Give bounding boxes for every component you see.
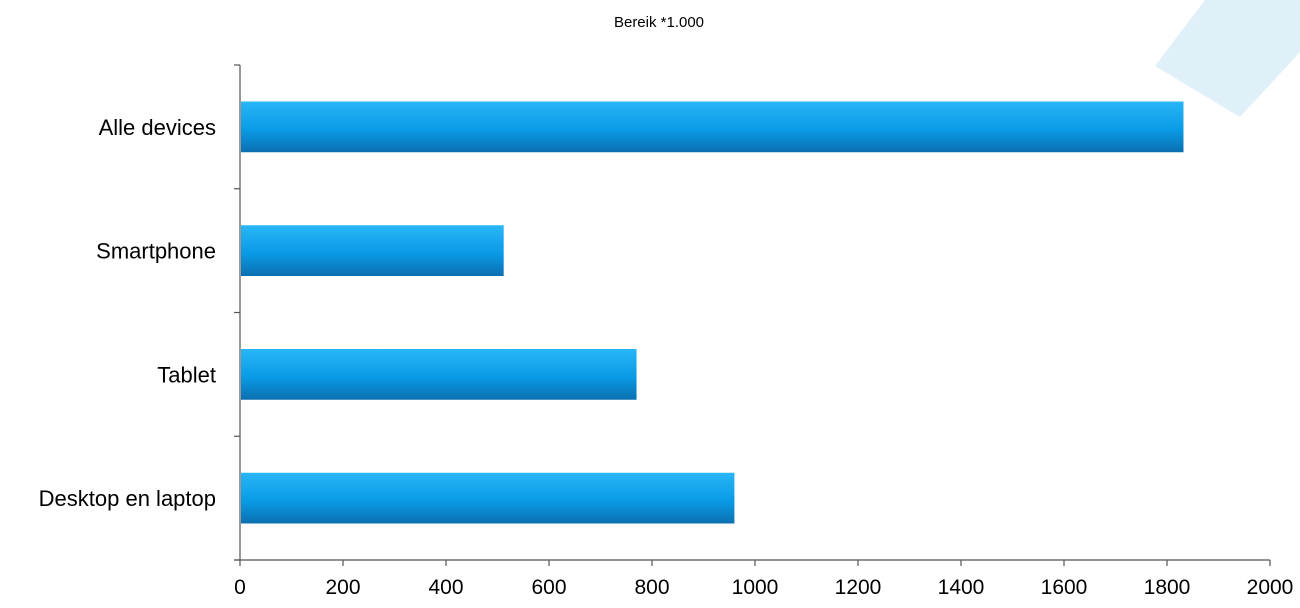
- x-tick-label: 800: [634, 576, 669, 599]
- x-tick-label: 1200: [835, 576, 882, 599]
- category-label: Smartphone: [96, 239, 216, 264]
- bar-desktop-en-laptop: [241, 472, 735, 524]
- bar-smartphone: [241, 225, 504, 276]
- category-label: Tablet: [157, 362, 216, 387]
- bar-alle-devices: [241, 101, 1184, 153]
- x-tick-label: 400: [428, 576, 463, 599]
- decorative-shape: [1155, 0, 1300, 117]
- x-tick-label: 1800: [1144, 576, 1191, 599]
- category-label: Desktop en laptop: [39, 486, 216, 511]
- category-label: Alle devices: [99, 115, 216, 140]
- x-tick-label: 1000: [732, 576, 779, 599]
- x-axis-ticks: 0 200 400 600 800 1000 1200 1400 1600 1800 2000: [234, 560, 1293, 599]
- category-labels: Alle devices Smartphone Tablet Desktop en l…: [39, 115, 216, 511]
- bar-tablet: [241, 349, 637, 400]
- x-tick-label: 2000: [1247, 576, 1294, 599]
- x-tick-label: 1600: [1041, 576, 1088, 599]
- bars-group: [241, 101, 1184, 524]
- y-axis-ticks: [234, 64, 240, 561]
- chart-title: Bereik *1.000: [614, 14, 704, 31]
- x-tick-label: 0: [234, 576, 246, 599]
- x-tick-label: 200: [325, 576, 360, 599]
- x-tick-label: 1400: [938, 576, 985, 599]
- x-tick-label: 600: [531, 576, 566, 599]
